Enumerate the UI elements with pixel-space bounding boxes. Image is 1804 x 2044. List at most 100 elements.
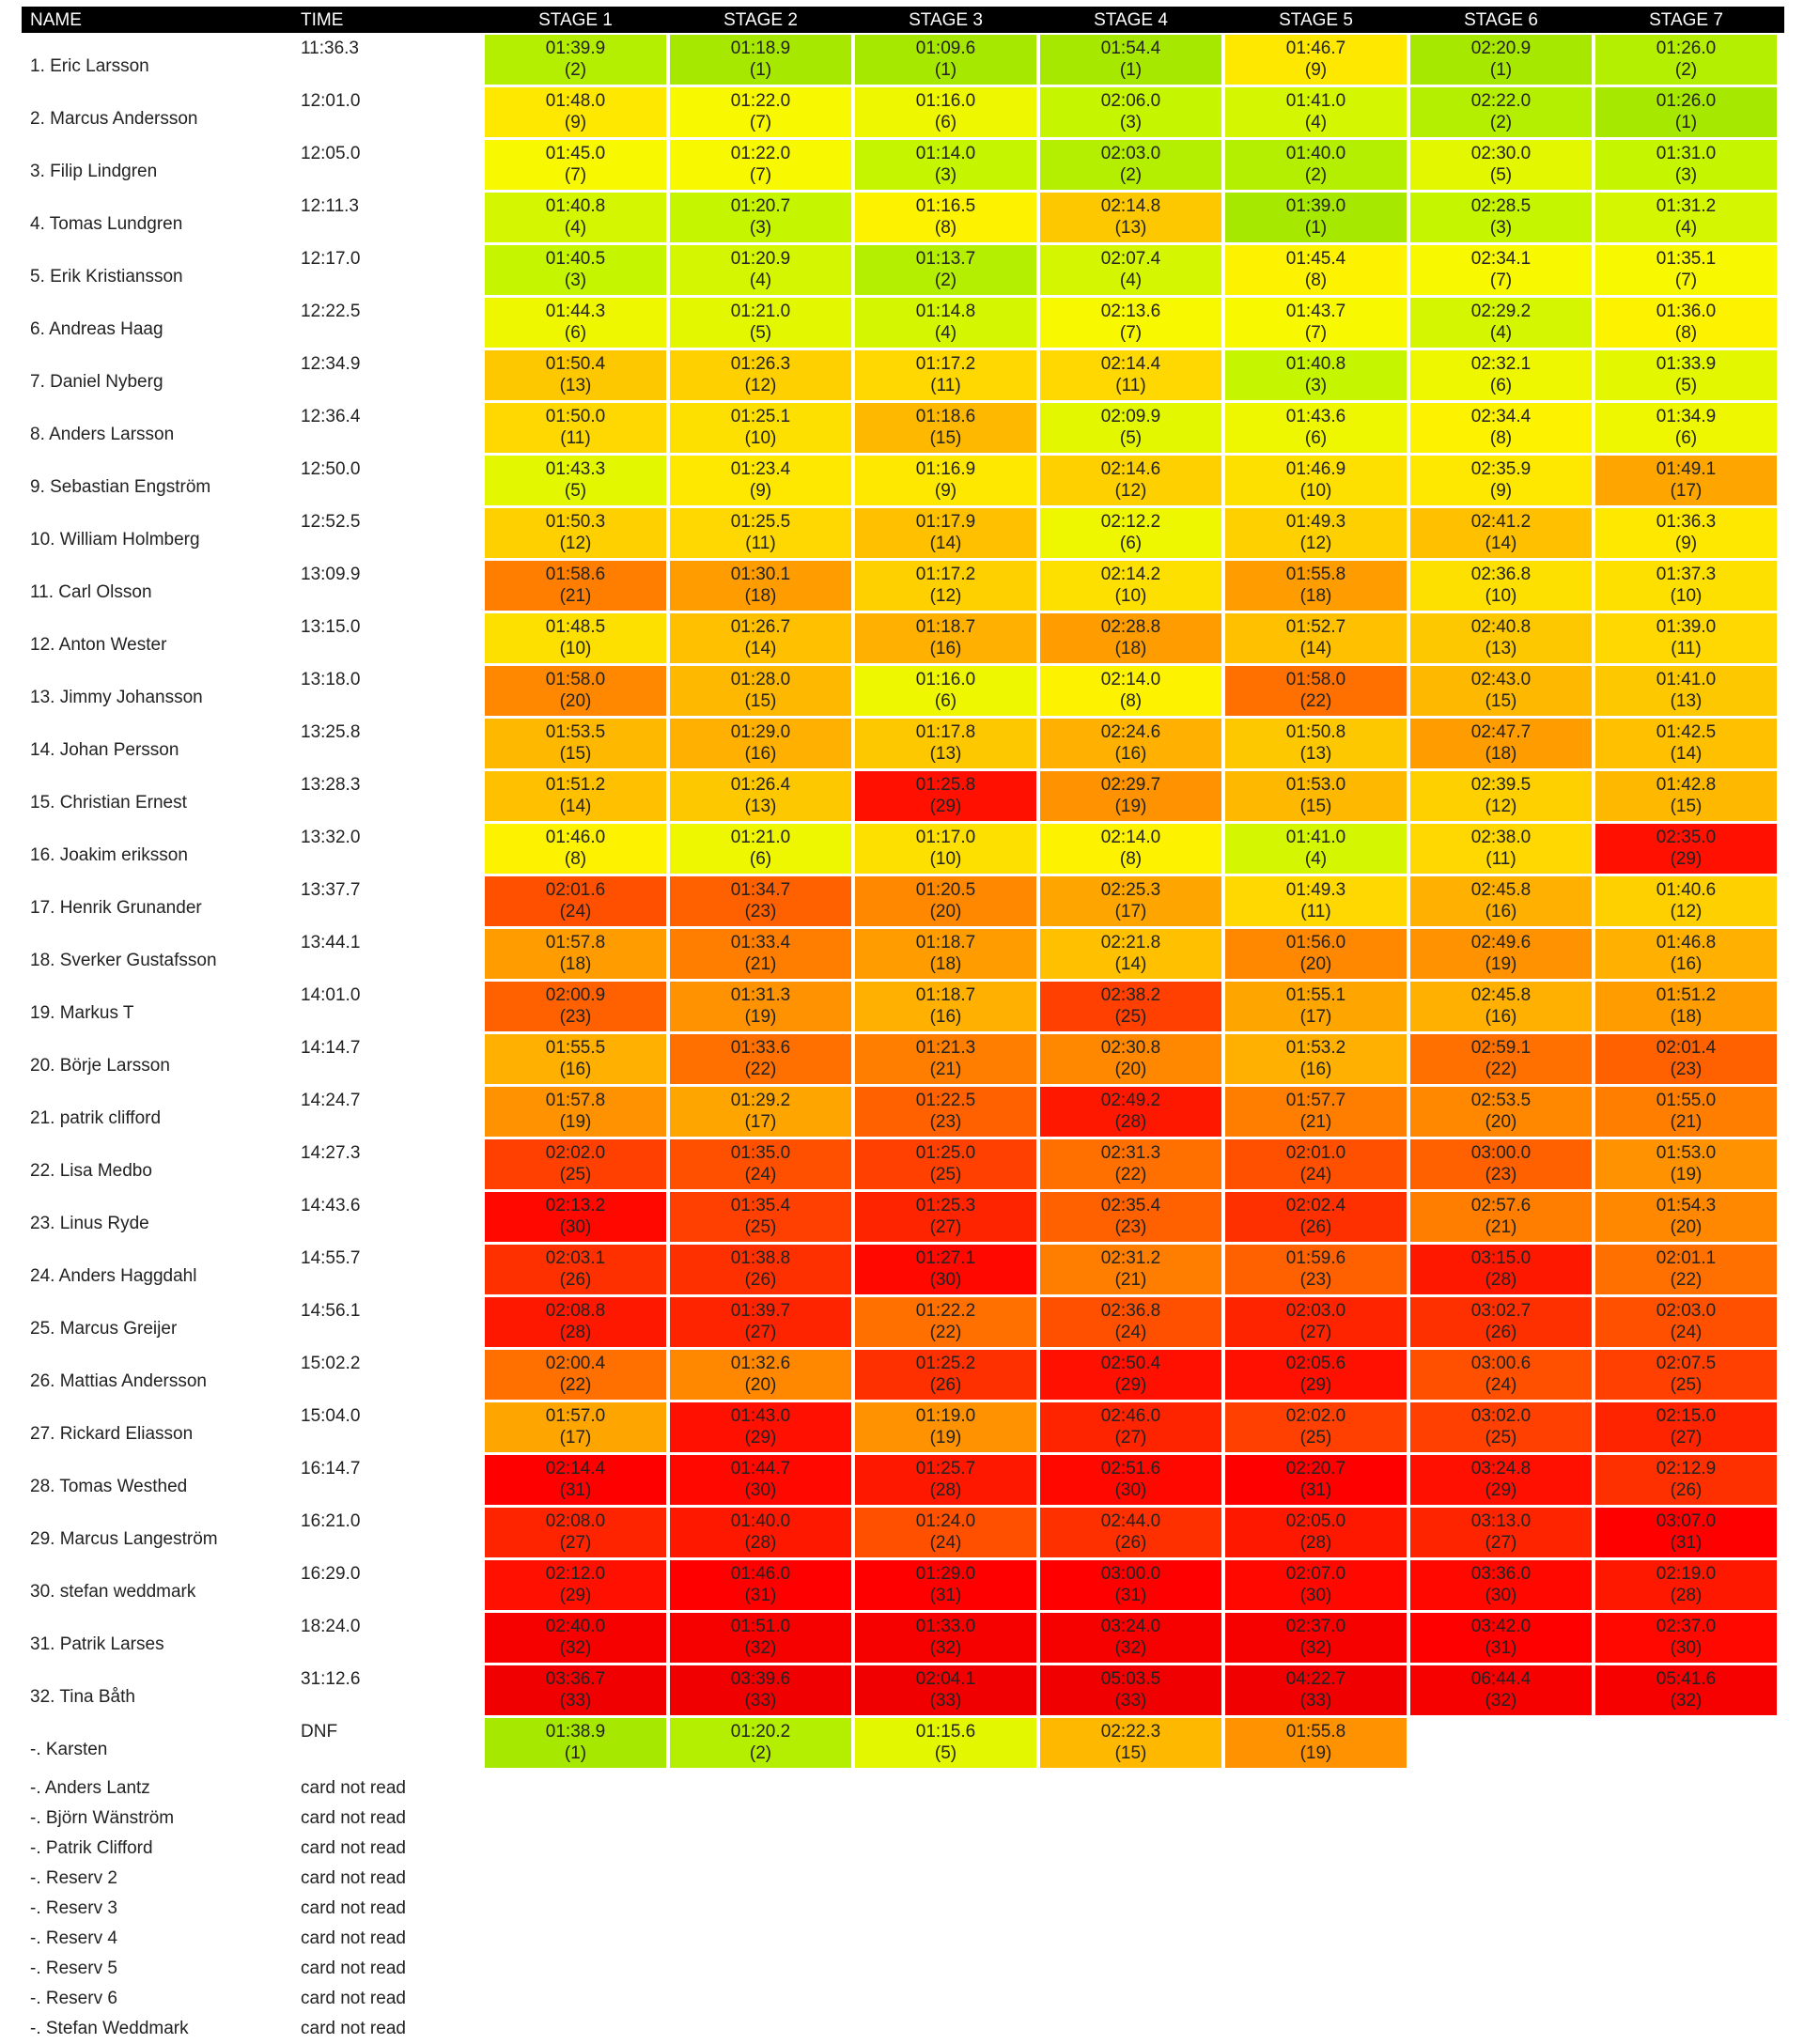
competitor-name: -. Reserv 3 (30, 1898, 117, 1918)
stage-cell: 01:57.7 (21) (1225, 1087, 1407, 1137)
stage-time: 02:28.8 (1100, 617, 1161, 637)
stage-cell: 01:46.7 (9) (1225, 35, 1407, 85)
competitor-name: 2. Marcus Andersson (30, 109, 198, 129)
total-time: 13:09.9 (301, 565, 361, 584)
stage-time: 01:25.2 (915, 1354, 976, 1373)
stage-rank: (10) (559, 639, 592, 658)
stage-cell: 01:56.0 (20) (1225, 929, 1407, 979)
stage-cell: 01:41.0 (4) (1225, 87, 1407, 137)
stage-cell: 01:45.4 (8) (1225, 245, 1407, 295)
stage-time: 01:19.0 (915, 1406, 976, 1426)
stage-cell: 02:01.0 (24) (1225, 1139, 1407, 1189)
stage-time: 01:22.0 (730, 144, 791, 163)
stage-rank: (8) (1489, 428, 1513, 448)
stage-cell: 01:38.9 (1) (485, 1718, 666, 1768)
stage-time: 02:09.9 (1100, 407, 1161, 426)
stage-cell: 01:57.8 (19) (485, 1087, 666, 1137)
competitor-name: 27. Rickard Eliasson (30, 1424, 194, 1444)
stage-time: 01:25.8 (915, 775, 976, 795)
stage-time: 01:26.7 (730, 617, 791, 637)
stage-cell: 02:21.8 (14) (1040, 929, 1221, 979)
stage-rank: (16) (744, 744, 777, 764)
total-time: 12:50.0 (301, 459, 361, 479)
stage-rank: (7) (749, 165, 772, 185)
stage-cell: 01:50.0 (11) (485, 403, 666, 453)
stage-rank: (31) (744, 1586, 777, 1605)
stage-time: 01:16.9 (915, 459, 976, 479)
stage-rank: (26) (744, 1270, 777, 1290)
stage-time: 02:12.9 (1656, 1459, 1717, 1479)
stage-cell: 01:53.2 (16) (1225, 1034, 1407, 1084)
stage-time: 01:17.0 (915, 828, 976, 847)
stage-rank: (10) (929, 849, 962, 869)
card-status: card not read (301, 1989, 406, 2008)
stage-rank: (3) (1489, 218, 1513, 238)
stage-cell: 01:29.0 (16) (670, 719, 851, 768)
stage-rank: (7) (1489, 271, 1513, 290)
table-row: 11. Carl Olsson 13:09.9 01:58.6 (21) 01:30.1… (22, 560, 1784, 612)
stage-rank: (23) (929, 1112, 962, 1132)
stage-time: 02:02.0 (1285, 1406, 1346, 1426)
stage-rank: (8) (1119, 691, 1143, 711)
stage-rank: (29) (1299, 1375, 1332, 1395)
stage-rank: (33) (929, 1691, 962, 1711)
stage-time: 01:20.9 (730, 249, 791, 269)
stage-time: 01:21.0 (730, 302, 791, 321)
stage-rank: (9) (1674, 534, 1698, 553)
stage-time: 01:58.0 (1285, 670, 1346, 689)
stage-cell: 01:40.8 (3) (1225, 350, 1407, 400)
stage-time: 01:50.4 (545, 354, 606, 374)
stage-cell: 01:41.0 (13) (1595, 666, 1777, 716)
stage-time: 02:14.4 (545, 1459, 606, 1479)
stage-cell: 03:36.7 (33) (485, 1665, 666, 1715)
stage-rank: (1) (1304, 218, 1328, 238)
stage-time: 02:14.6 (1100, 459, 1161, 479)
stage-cell: 02:24.6 (16) (1040, 719, 1221, 768)
stage-rank: (1) (934, 60, 957, 80)
stage-time: 03:02.0 (1470, 1406, 1532, 1426)
stage-rank: (6) (564, 323, 587, 343)
stage-rank: (28) (559, 1323, 592, 1342)
stage-cell: 02:31.3 (22) (1040, 1139, 1221, 1189)
stage-time: 02:02.4 (1285, 1196, 1346, 1216)
stage-cell: 02:01.1 (22) (1595, 1245, 1777, 1294)
stage-time: 01:45.4 (1285, 249, 1346, 269)
stage-cell: 02:41.2 (14) (1410, 508, 1592, 558)
stage-time: 02:46.0 (1100, 1406, 1161, 1426)
stage-cell: 01:49.3 (12) (1225, 508, 1407, 558)
stage-cell: 01:26.7 (14) (670, 613, 851, 663)
stage-time: 01:38.9 (545, 1722, 606, 1742)
stage-rank: (17) (1299, 1007, 1332, 1027)
stage-rank: (6) (1119, 534, 1143, 553)
stage-rank: (30) (1485, 1586, 1517, 1605)
stage-cell: 02:32.1 (6) (1410, 350, 1592, 400)
stage-time: 03:39.6 (730, 1669, 791, 1689)
table-row: 22. Lisa Medbo 14:27.3 02:02.0 (25) 01:35.0(… (22, 1138, 1784, 1191)
stage-rank: (9) (1304, 60, 1328, 80)
stage-cell: 01:43.7 (7) (1225, 298, 1407, 348)
stage-rank: (22) (744, 1060, 777, 1079)
header-stage-6: STAGE 6 (1464, 10, 1538, 30)
stage-cell: 01:44.7 (30) (670, 1455, 851, 1505)
stage-rank: (4) (1304, 113, 1328, 132)
stage-rank: (19) (1670, 1165, 1703, 1185)
stage-rank: (32) (1114, 1638, 1147, 1658)
stage-cell: 01:51.2 (18) (1595, 982, 1777, 1031)
stage-time: 01:23.4 (730, 459, 791, 479)
stage-time: 01:18.6 (915, 407, 976, 426)
stage-time: 02:35.0 (1656, 828, 1717, 847)
stage-time: 02:45.8 (1470, 985, 1532, 1005)
competitor-name: -. Anders Lantz (30, 1778, 150, 1798)
stage-time: 03:24.0 (1100, 1617, 1161, 1636)
table-row: 18. Sverker Gustafsson 13:44.1 01:57.8 (18)… (22, 928, 1784, 981)
stage-rank: (12) (1114, 481, 1147, 501)
competitor-name: 14. Johan Persson (30, 740, 179, 760)
stage-cell: 03:00.0 (23) (1410, 1139, 1592, 1189)
stage-time: 01:46.0 (545, 828, 606, 847)
stage-rank: (17) (744, 1112, 777, 1132)
stage-cell: 02:40.0 (32) (485, 1613, 666, 1663)
stage-time: 02:49.2 (1100, 1091, 1161, 1110)
stage-rank: (27) (1299, 1323, 1332, 1342)
stage-time: 01:28.0 (730, 670, 791, 689)
stage-time: 02:30.0 (1470, 144, 1532, 163)
